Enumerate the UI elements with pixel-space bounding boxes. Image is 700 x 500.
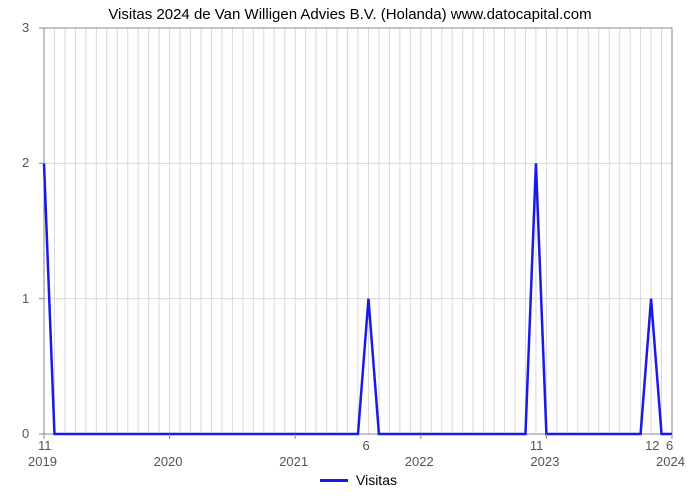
chart-plot [0,0,700,500]
data-point-label: 11 [530,438,544,453]
chart-container: Visitas 2024 de Van Willigen Advies B.V.… [0,0,700,500]
y-tick-label: 3 [22,20,29,35]
y-tick-label: 0 [22,426,29,441]
x-tick-label: 2023 [530,454,559,469]
legend: Visitas [320,472,397,488]
legend-swatch [320,479,348,482]
data-point-label: 11 [38,438,52,453]
x-tick-label: 2021 [279,454,308,469]
y-tick-label: 1 [22,291,29,306]
x-tick-label: 2022 [405,454,434,469]
data-point-label: 6 [666,438,673,453]
legend-label: Visitas [356,472,397,488]
x-tick-label: 2020 [154,454,183,469]
data-point-label: 6 [362,438,369,453]
y-tick-label: 2 [22,155,29,170]
x-tick-label: 2019 [28,454,57,469]
x-tick-label: 2024 [656,454,685,469]
data-point-label: 12 [645,438,659,453]
